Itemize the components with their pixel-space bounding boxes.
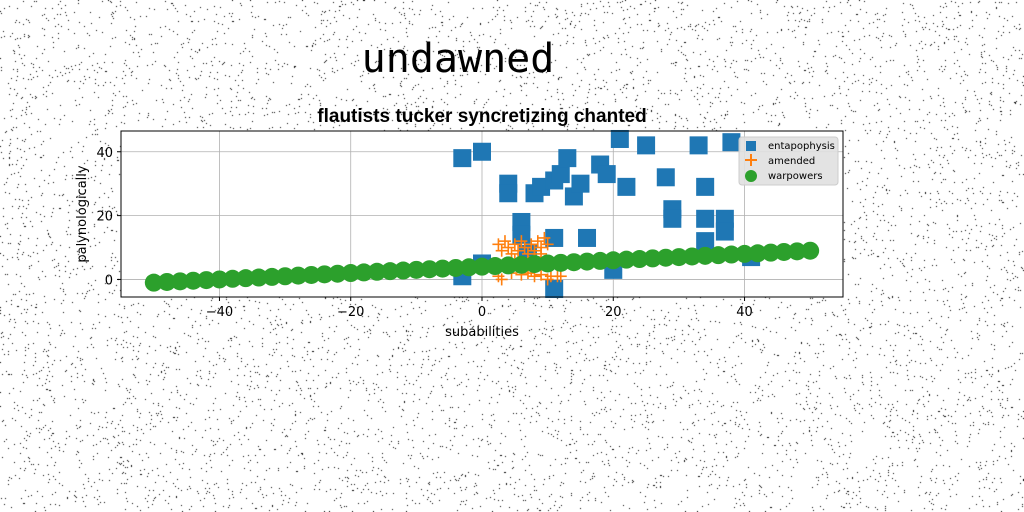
legend-marker-entapophysis bbox=[746, 141, 756, 151]
point-entapophysis bbox=[611, 130, 629, 148]
point-entapophysis bbox=[578, 229, 596, 247]
point-entapophysis bbox=[722, 133, 740, 151]
legend-marker-warpowers bbox=[745, 170, 757, 182]
point-entapophysis bbox=[696, 178, 714, 196]
point-entapophysis bbox=[663, 210, 681, 228]
y-tick-label: 20 bbox=[96, 210, 113, 225]
legend-label-warpowers: warpowers bbox=[768, 171, 823, 182]
point-entapophysis bbox=[696, 210, 714, 228]
x-tick-label: −20 bbox=[337, 305, 364, 320]
point-entapophysis bbox=[657, 168, 675, 186]
point-entapophysis bbox=[617, 178, 635, 196]
point-entapophysis bbox=[473, 143, 491, 161]
y-tick-label: 0 bbox=[105, 273, 113, 288]
legend: entapophysis amended warpowers bbox=[739, 137, 838, 185]
x-axis-label: subabilities bbox=[445, 325, 519, 340]
x-tick-label: 40 bbox=[736, 305, 753, 320]
point-entapophysis bbox=[558, 149, 576, 167]
chart-title: flautists tucker syncretizing chanted bbox=[317, 106, 646, 127]
point-entapophysis bbox=[499, 184, 517, 202]
x-tick-label: 0 bbox=[478, 305, 486, 320]
point-warpowers bbox=[801, 242, 819, 260]
point-entapophysis bbox=[598, 165, 616, 183]
x-tick-label: −40 bbox=[206, 305, 233, 320]
point-entapophysis bbox=[716, 223, 734, 241]
y-tick-label: 40 bbox=[96, 146, 113, 161]
x-tick-label: 20 bbox=[605, 305, 622, 320]
point-entapophysis bbox=[552, 165, 570, 183]
point-entapophysis bbox=[690, 136, 708, 154]
point-entapophysis bbox=[453, 149, 471, 167]
point-entapophysis bbox=[571, 175, 589, 193]
point-entapophysis bbox=[637, 136, 655, 154]
y-axis-label: palynologically bbox=[75, 165, 90, 262]
legend-label-entapophysis: entapophysis bbox=[768, 141, 835, 152]
legend-label-amended: amended bbox=[768, 156, 815, 167]
